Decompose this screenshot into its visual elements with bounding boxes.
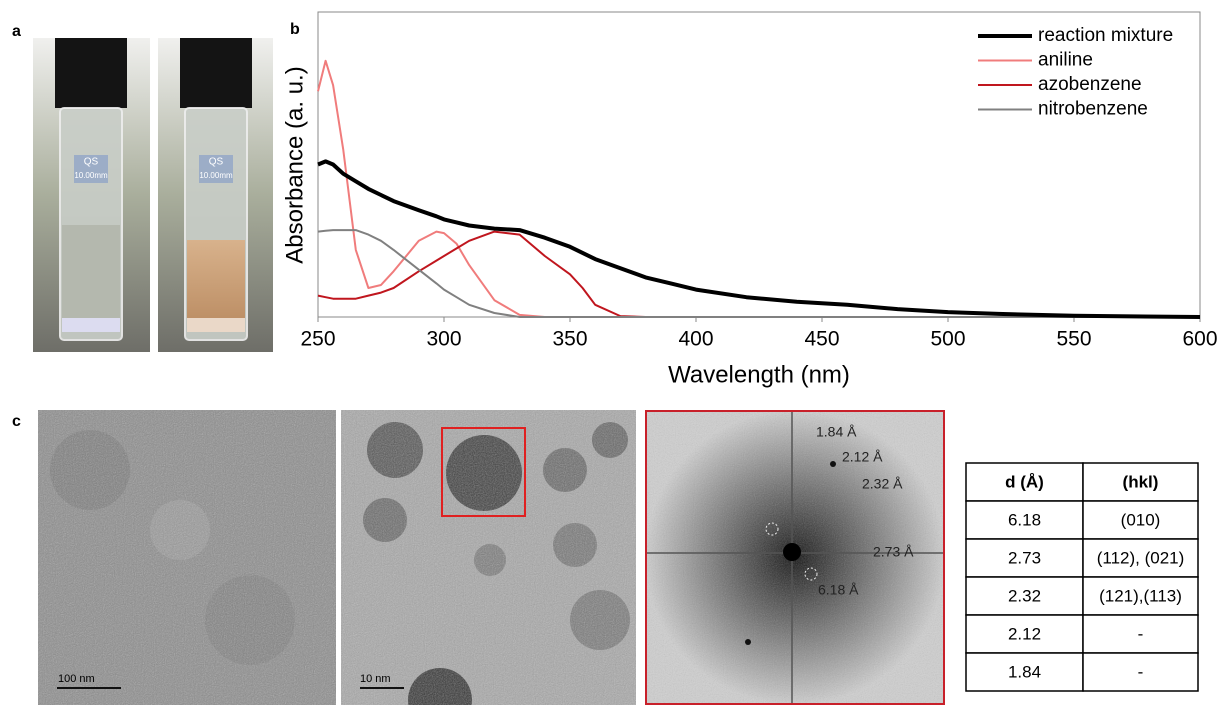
- fft-label: 1.84 Å: [816, 424, 857, 440]
- spectrum-chart: 250 300 350 400 450 500 550 600 reaction mixture…: [300, 25, 1217, 351]
- panel-label: a: [12, 23, 21, 40]
- x-tick-label: 400: [678, 328, 713, 351]
- vial-label: QS: [84, 157, 99, 168]
- table-value: 2.32: [1008, 586, 1041, 605]
- legend-label: reaction mixture: [1038, 25, 1173, 46]
- vial-label: 10.00mm: [74, 171, 108, 180]
- table-value: (121),(113): [1099, 586, 1182, 605]
- legend-label: azobenzene: [1038, 74, 1142, 95]
- legend-label: aniline: [1038, 50, 1093, 71]
- scale-bar-label: 100 nm: [58, 673, 95, 685]
- table-value: (112), (021): [1097, 548, 1185, 567]
- spectrum-line: [317, 229, 1200, 318]
- table-header: (hkl): [1123, 472, 1159, 491]
- x-tick-label: 350: [552, 328, 587, 351]
- panel-label: b: [290, 21, 300, 38]
- vial-photo-right: QS 10.00mm: [158, 38, 273, 352]
- table-value: 1.84: [1008, 662, 1041, 681]
- table-cell: [1082, 652, 1199, 692]
- table-header: d (Å): [1005, 472, 1044, 491]
- fft-label: 6.18 Å: [818, 582, 859, 598]
- x-tick-label: 600: [1182, 328, 1217, 351]
- table-value: 2.73: [1008, 548, 1041, 567]
- table-value: -: [1138, 662, 1144, 681]
- fft-label: 2.12 Å: [842, 449, 883, 465]
- table-value: -: [1138, 624, 1144, 643]
- spectrum-line: [317, 159, 1201, 319]
- x-tick-label: 450: [804, 328, 839, 351]
- fft-label: 2.32 Å: [862, 476, 903, 492]
- x-axis-label: Wavelength (nm): [668, 361, 850, 388]
- y-axis-label: Absorbance (a. u.): [281, 66, 308, 263]
- scale-bar-label: 10 nm: [360, 673, 391, 685]
- x-tick-label: 500: [930, 328, 965, 351]
- vial-label: QS: [209, 157, 224, 168]
- tem-image-low: 100 nm: [38, 410, 336, 705]
- fft-image: 1.84 Å 2.12 Å 2.32 Å 2.73 Å 6.18 Å: [645, 410, 945, 705]
- panel-label: c: [12, 413, 21, 430]
- table-value: 2.12: [1008, 624, 1041, 643]
- x-tick-label: 550: [1056, 328, 1091, 351]
- table-value: 6.18: [1008, 510, 1041, 529]
- vial-label: 10.00mm: [199, 171, 233, 180]
- table-cell: [965, 462, 1084, 502]
- table-cell: [965, 500, 1084, 540]
- vial-photo-left: QS 10.00mm: [33, 38, 150, 352]
- table-cell: [965, 576, 1084, 616]
- fft-label: 2.73 Å: [873, 544, 914, 560]
- table-value: (010): [1121, 510, 1161, 529]
- legend-label: nitrobenzene: [1038, 99, 1148, 120]
- x-tick-label: 300: [426, 328, 461, 351]
- spectrum-line: [317, 230, 1200, 318]
- tem-image-high: 10 nm: [341, 410, 636, 705]
- d-spacing-table: d (Å) (hkl) 6.18 (010) 2.73 (112), (021) 2.32 (…: [965, 462, 1199, 692]
- table-cell: [1082, 462, 1199, 502]
- table-cell: [965, 538, 1084, 578]
- x-tick-label: 250: [300, 328, 335, 351]
